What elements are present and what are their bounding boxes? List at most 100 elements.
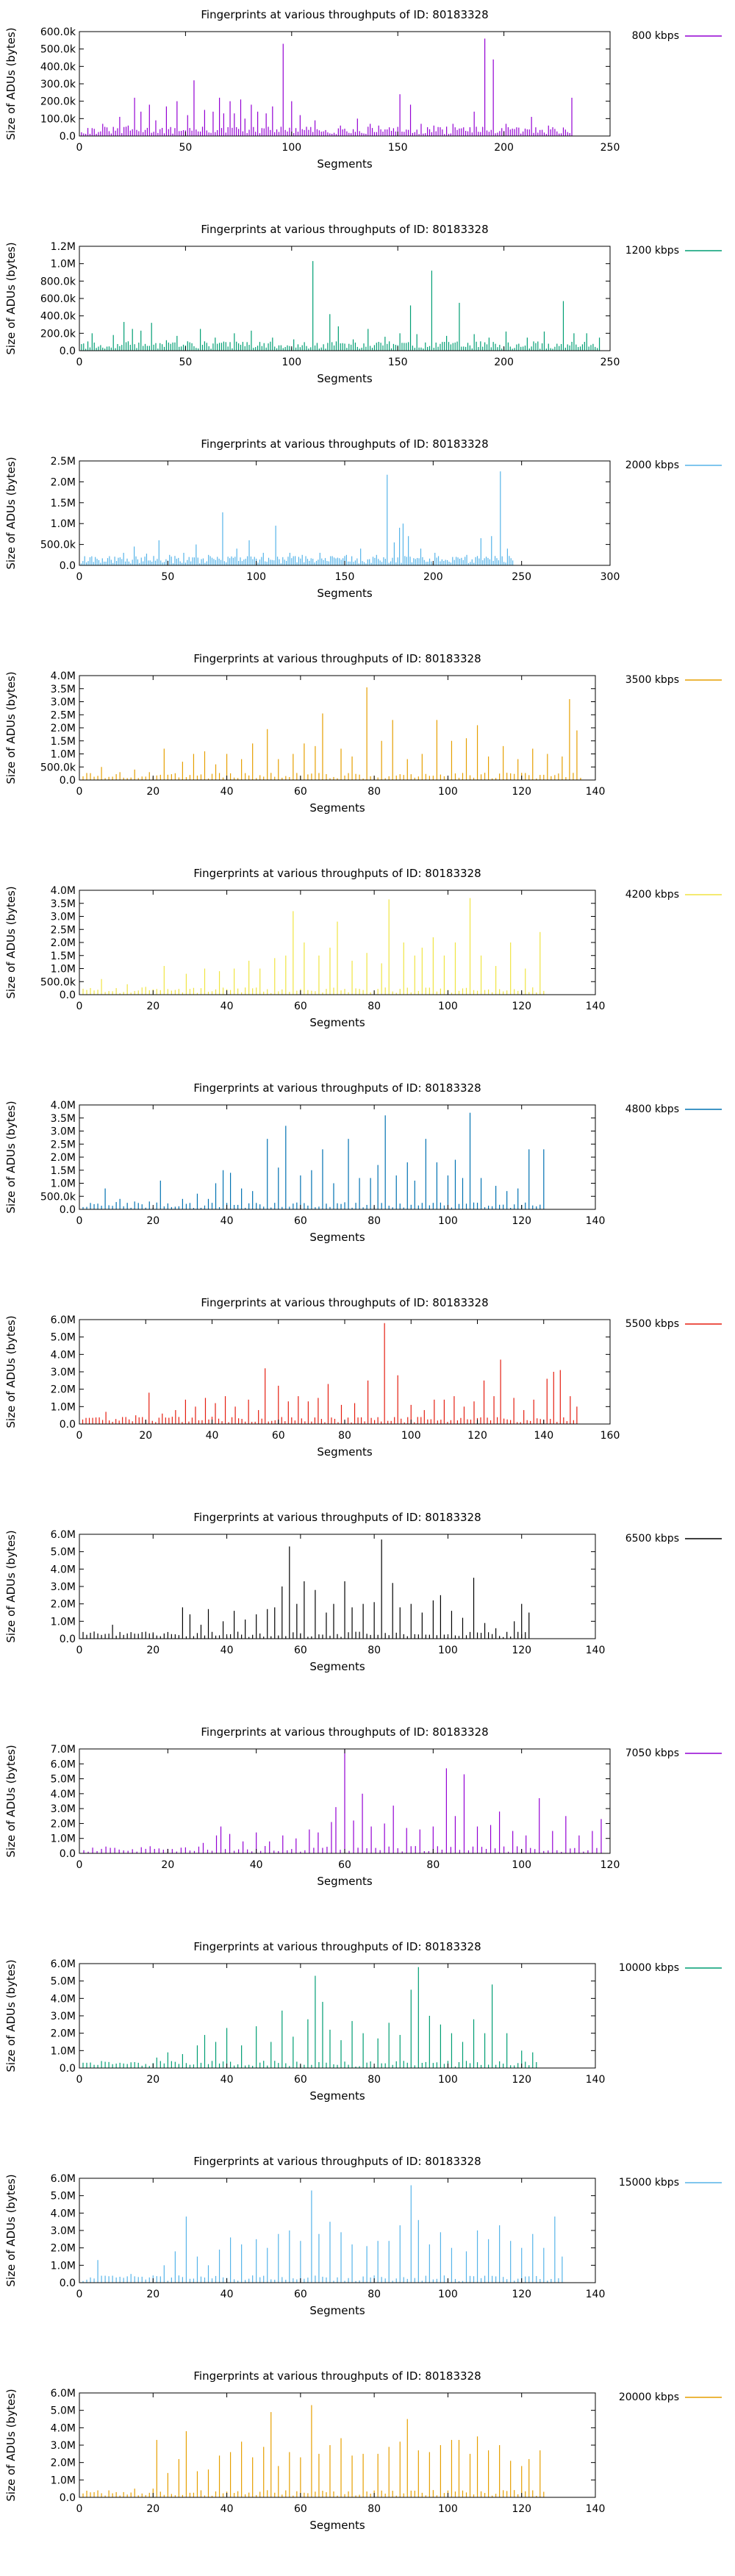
- y-axis-label: Size of ADUs (bytes): [4, 671, 18, 784]
- y-tick-label: 200.0k: [40, 328, 76, 340]
- x-tick-label: 80: [368, 2289, 381, 2300]
- y-axis-label: Size of ADUs (bytes): [4, 1530, 18, 1642]
- y-tick-label: 6.0M: [51, 1958, 76, 1970]
- x-tick-label: 60: [294, 2074, 307, 2086]
- chart-title: Fingerprints at various throughputs of I…: [201, 1725, 488, 1739]
- y-tick-label: 1.2M: [51, 241, 76, 253]
- y-tick-label: 1.0M: [51, 964, 76, 976]
- x-tick-label: 60: [294, 2503, 307, 2515]
- x-tick-label: 60: [294, 1645, 307, 1656]
- x-tick-label: 150: [388, 142, 408, 154]
- x-tick-label: 120: [512, 786, 531, 798]
- chart-svg: Fingerprints at various throughputs of I…: [4, 867, 722, 1029]
- x-tick-label: 140: [586, 1215, 606, 1227]
- x-tick-label: 0: [76, 142, 83, 154]
- chart-svg: Fingerprints at various throughputs of I…: [4, 1940, 722, 2103]
- plot-frame: [79, 1963, 596, 2069]
- y-tick-label: 500.0k: [40, 44, 76, 56]
- x-tick-label: 0: [76, 1215, 83, 1227]
- y-tick-label: 2.0M: [51, 723, 76, 734]
- x-tick-label: 60: [294, 1001, 307, 1012]
- x-tick-label: 40: [220, 2503, 234, 2515]
- chart-title: Fingerprints at various throughputs of I…: [201, 8, 488, 21]
- x-tick-label: 80: [368, 1215, 381, 1227]
- chart-svg: Fingerprints at various throughputs of I…: [4, 223, 722, 385]
- x-tick-label: 40: [220, 1001, 234, 1012]
- x-tick-label: 100: [282, 357, 301, 368]
- y-tick-label: 0.0: [60, 2063, 76, 2075]
- legend: 5500 kbps: [625, 1318, 722, 1330]
- legend-label: 2000 kbps: [625, 459, 679, 471]
- chart-svg: Fingerprints at various throughputs of I…: [4, 2369, 722, 2532]
- legend-label: 3500 kbps: [625, 674, 679, 686]
- x-tick-label: 80: [426, 1859, 440, 1871]
- x-tick-label: 100: [438, 2289, 458, 2300]
- y-tick-label: 500.0k: [40, 976, 76, 988]
- x-tick-label: 140: [586, 2074, 606, 2086]
- series-bars: [82, 2405, 545, 2497]
- y-tick-label: 0.0: [60, 1419, 76, 1431]
- x-tick-label: 140: [586, 786, 606, 798]
- chart-svg: Fingerprints at various throughputs of I…: [4, 1081, 722, 1244]
- x-tick-label: 0: [76, 357, 83, 368]
- chart-panel: Fingerprints at various throughputs of I…: [0, 1288, 735, 1503]
- y-axis-label: Size of ADUs (bytes): [4, 27, 18, 140]
- y-tick-label: 2.0M: [51, 1818, 76, 1830]
- y-tick-label: 5.0M: [51, 1547, 76, 1559]
- y-tick-label: 0.0: [60, 346, 76, 357]
- legend: 2000 kbps: [625, 459, 722, 471]
- x-axis-label: Segments: [309, 2089, 365, 2103]
- x-tick-label: 0: [76, 1430, 83, 1442]
- x-tick-label: 120: [512, 1001, 531, 1012]
- legend: 4800 kbps: [625, 1103, 722, 1115]
- y-tick-label: 400.0k: [40, 311, 76, 323]
- y-tick-label: 4.0M: [51, 1789, 76, 1800]
- y-tick-label: 1.0M: [51, 259, 76, 271]
- legend-label: 7050 kbps: [625, 1747, 679, 1759]
- y-tick-label: 0.0: [60, 1204, 76, 1216]
- y-axis-label: Size of ADUs (bytes): [4, 457, 18, 569]
- y-tick-label: 3.0M: [51, 1581, 76, 1593]
- y-tick-label: 600.0k: [40, 293, 76, 305]
- y-axis-label: Size of ADUs (bytes): [4, 2389, 18, 2501]
- legend-label: 1200 kbps: [625, 245, 679, 257]
- x-tick-label: 80: [338, 1430, 351, 1442]
- legend: 15000 kbps: [619, 2177, 722, 2189]
- series-bars: [82, 898, 545, 995]
- y-tick-label: 2.0M: [51, 1599, 76, 1611]
- y-tick-label: 2.5M: [51, 709, 76, 721]
- x-tick-label: 300: [600, 571, 620, 583]
- chart-panel: Fingerprints at various throughputs of I…: [0, 1503, 735, 1717]
- series-bars: [82, 1967, 537, 2068]
- legend-label: 800 kbps: [632, 30, 679, 42]
- chart-title: Fingerprints at various throughputs of I…: [201, 1296, 488, 1309]
- x-tick-label: 250: [512, 571, 531, 583]
- chart-title: Fingerprints at various throughputs of I…: [193, 1081, 481, 1095]
- plot-frame: [79, 1319, 611, 1425]
- x-tick-label: 140: [586, 2503, 606, 2515]
- x-tick-label: 80: [368, 786, 381, 798]
- y-tick-label: 500.0k: [40, 1191, 76, 1203]
- x-axis-label: Segments: [317, 157, 373, 171]
- legend: 6500 kbps: [625, 1533, 722, 1545]
- legend-label: 20000 kbps: [619, 2391, 679, 2403]
- y-axis-label: Size of ADUs (bytes): [4, 1101, 18, 1213]
- x-tick-label: 120: [512, 1645, 531, 1656]
- y-tick-label: 5.0M: [51, 1774, 76, 1786]
- x-axis-label: Segments: [309, 1231, 365, 1244]
- series-bars: [82, 687, 581, 780]
- legend-label: 4200 kbps: [625, 889, 679, 901]
- x-tick-label: 60: [294, 2289, 307, 2300]
- plot-frame: [79, 31, 611, 137]
- y-tick-label: 2.0M: [51, 2243, 76, 2255]
- x-axis-label: Segments: [317, 1875, 373, 1888]
- chart-svg: Fingerprints at various throughputs of I…: [4, 1296, 722, 1459]
- x-tick-label: 80: [368, 2074, 381, 2086]
- x-tick-label: 200: [494, 357, 514, 368]
- x-tick-label: 20: [139, 1430, 152, 1442]
- chart-panel: Fingerprints at various throughputs of I…: [0, 2147, 735, 2361]
- x-tick-label: 120: [467, 1430, 487, 1442]
- x-tick-label: 40: [220, 786, 234, 798]
- y-tick-label: 4.0M: [51, 2422, 76, 2434]
